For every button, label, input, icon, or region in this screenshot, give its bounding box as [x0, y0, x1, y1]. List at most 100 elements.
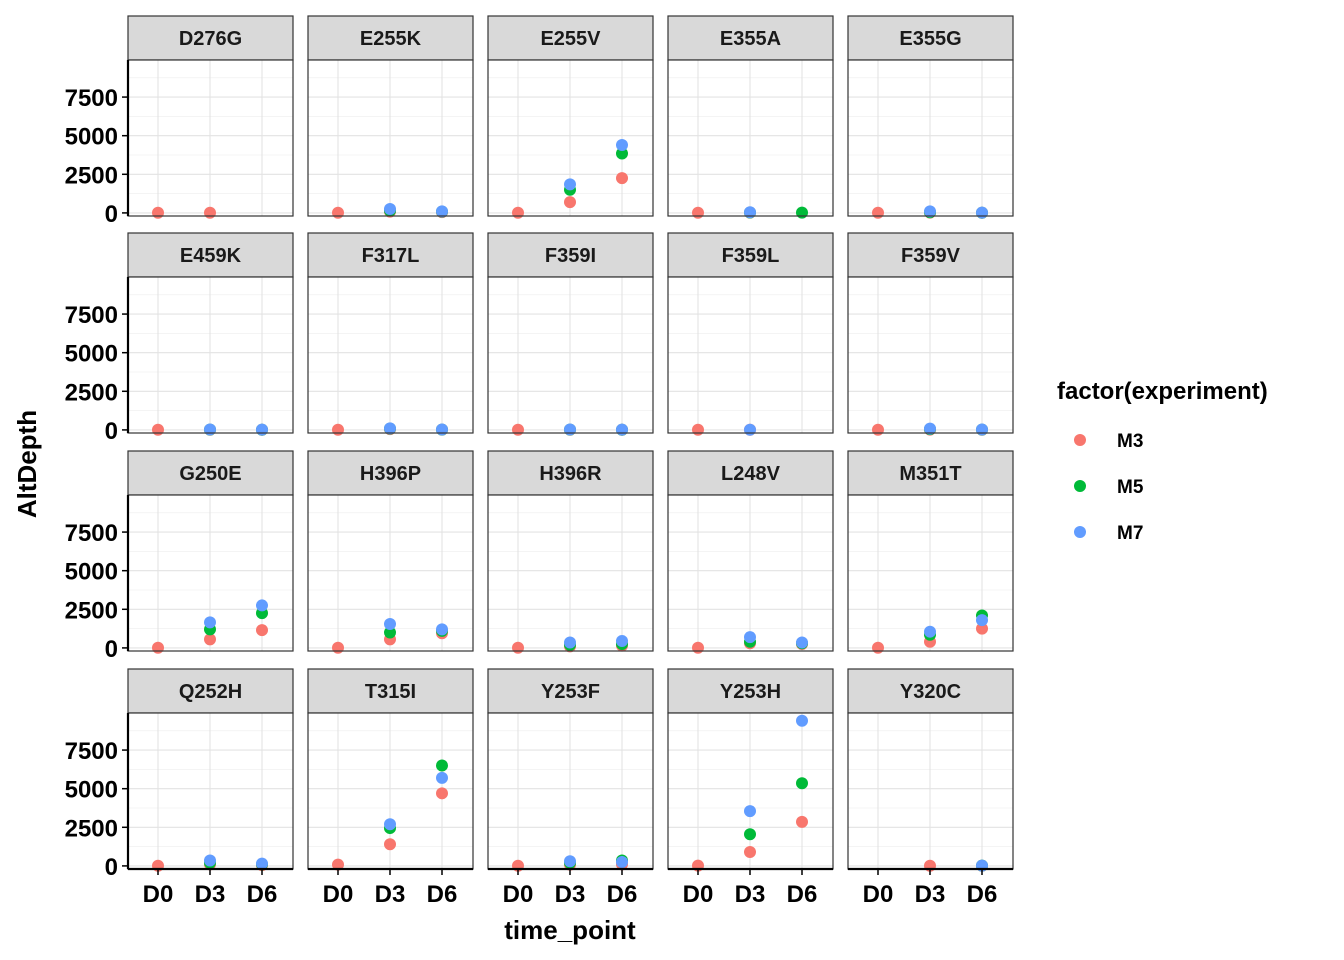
panel-F317L: F317L — [307, 232, 474, 436]
data-point — [616, 138, 628, 151]
data-point — [204, 616, 216, 629]
data-point — [744, 423, 756, 436]
panel-border — [487, 276, 654, 434]
data-point — [436, 771, 448, 784]
panel-strip — [307, 15, 474, 61]
panel-strip-label: F317L — [362, 245, 420, 267]
y-tick-label: 5000 — [65, 341, 118, 368]
data-point — [692, 423, 704, 436]
data-point — [796, 206, 808, 219]
panel-strip — [127, 15, 294, 61]
data-point — [204, 633, 216, 646]
y-tick-label: 7500 — [65, 738, 118, 765]
panel-strip — [307, 232, 474, 278]
panel-G250E: G250E — [127, 450, 294, 654]
data-point — [796, 636, 808, 649]
y-tick-label: 2500 — [65, 379, 118, 406]
data-point — [256, 423, 268, 436]
data-point — [796, 815, 808, 828]
panel-strip-label: H396R — [539, 463, 602, 485]
data-point — [796, 714, 808, 727]
y-tick-label: 0 — [105, 201, 118, 228]
panel-E255V: E255V — [487, 15, 654, 219]
panel-border — [307, 494, 474, 652]
panel-E355G: E355G — [847, 15, 1014, 219]
panel-Y253H: Y253H — [667, 668, 834, 872]
panel-strip — [127, 232, 294, 278]
x-tick-label: D6 — [427, 881, 458, 908]
panel-strip-label: E255K — [360, 28, 422, 50]
panel-strip-label: D276G — [179, 28, 242, 50]
panel-strip-label: M351T — [899, 463, 961, 485]
legend: factor(experiment) M3 M5 M7 — [1057, 378, 1268, 544]
panel-strip-label: F359I — [545, 245, 596, 267]
panel-strip-label: Y320C — [900, 681, 961, 703]
data-point — [436, 623, 448, 636]
data-point — [436, 787, 448, 800]
y-tick-label: 5000 — [65, 124, 118, 151]
legend-key-M7 — [1074, 526, 1086, 538]
data-point — [924, 205, 936, 218]
data-point — [564, 196, 576, 209]
panel-strip-label: Y253H — [720, 681, 781, 703]
legend-label-M3: M3 — [1117, 431, 1143, 452]
panel-strip-label: G250E — [179, 463, 241, 485]
panel-H396R: H396R — [487, 450, 654, 654]
panel-border — [847, 59, 1014, 217]
data-point — [152, 423, 164, 436]
panel-Y253F: Y253F — [487, 668, 654, 872]
panel-border — [847, 494, 1014, 652]
panel-F359I: F359I — [487, 232, 654, 436]
y-tick-label: 0 — [105, 418, 118, 445]
data-point — [436, 423, 448, 436]
data-point — [384, 626, 396, 639]
panel-border — [487, 59, 654, 217]
data-point — [616, 172, 628, 185]
panel-border — [667, 276, 834, 434]
y-tick-label: 0 — [105, 636, 118, 663]
panel-T315I: T315I — [307, 668, 474, 871]
data-point — [384, 818, 396, 831]
y-tick-label: 2500 — [65, 162, 118, 189]
data-point — [512, 206, 524, 219]
panel-H396P: H396P — [307, 450, 474, 654]
data-point — [204, 423, 216, 436]
panel-strip — [847, 15, 1014, 61]
panel-strip-label: Y253F — [541, 681, 600, 703]
data-point — [692, 206, 704, 219]
panel-E459K: E459K — [127, 232, 294, 436]
x-tick-label: D0 — [863, 881, 894, 908]
data-point — [616, 423, 628, 436]
panel-M351T: M351T — [847, 450, 1014, 654]
panel-strip — [847, 668, 1014, 714]
data-point — [976, 614, 988, 627]
panel-border — [667, 494, 834, 652]
legend-key-M3 — [1074, 434, 1086, 446]
data-point — [256, 857, 268, 870]
data-point — [744, 631, 756, 644]
panel-border — [847, 276, 1014, 434]
panel-strip-label: F359L — [722, 245, 780, 267]
x-tick-label: D0 — [323, 881, 354, 908]
data-point — [256, 599, 268, 612]
y-tick-label: 5000 — [65, 559, 118, 586]
x-tick-label: D3 — [915, 881, 946, 908]
panel-L248V: L248V — [667, 450, 834, 654]
data-point — [512, 423, 524, 436]
panel-border — [487, 494, 654, 652]
y-tick-label: 2500 — [65, 815, 118, 842]
data-point — [976, 622, 988, 635]
x-tick-label: D6 — [967, 881, 998, 908]
data-point — [204, 854, 216, 867]
x-tick-label: D6 — [247, 881, 278, 908]
x-tick-label: D3 — [195, 881, 226, 908]
data-point — [384, 203, 396, 216]
data-point — [744, 805, 756, 818]
panel-strip — [487, 668, 654, 714]
data-point — [204, 206, 216, 219]
data-point — [332, 641, 344, 654]
data-point — [744, 206, 756, 219]
x-tick-label: D3 — [735, 881, 766, 908]
data-point — [332, 858, 344, 871]
